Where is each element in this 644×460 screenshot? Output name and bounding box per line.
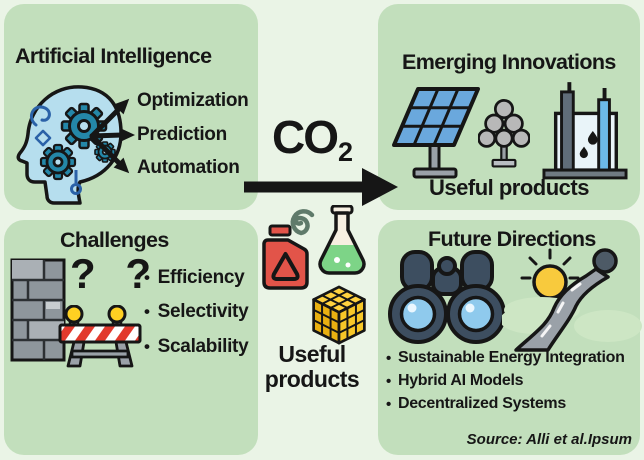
- challenge-item-scalability: • Scalability: [144, 336, 249, 357]
- co2-flow-arrow: [244, 168, 398, 206]
- bullet: •: [386, 372, 391, 390]
- road-knob: [592, 248, 618, 274]
- brain-diamond: [34, 129, 52, 147]
- ai-title: Artificial Intelligence: [15, 44, 212, 68]
- sun: [532, 264, 568, 300]
- fuel-triangle: [271, 252, 300, 281]
- winding-road-sun-icon: [502, 248, 642, 352]
- bullet: •: [386, 349, 391, 367]
- brain-squiggle: [30, 105, 51, 127]
- future-item-sustainable-energy: • Sustainable Energy Integration: [386, 349, 625, 367]
- challenges-title: Challenges: [60, 228, 169, 252]
- challenge-item-selectivity: • Selectivity: [144, 301, 249, 322]
- ai-item-prediction: Prediction: [137, 124, 227, 145]
- co2-subscript: 2: [337, 137, 354, 168]
- bullet: •: [144, 302, 150, 321]
- nanoparticle-tree-icon: [478, 98, 530, 168]
- binoculars-icon: [388, 250, 506, 344]
- center-useful-products-label: Useful products: [264, 341, 360, 392]
- road-dashes: [540, 282, 582, 338]
- challenge-item-efficiency: • Efficiency: [144, 267, 245, 288]
- question-marks: ? ?: [70, 250, 160, 297]
- electrolysis-cell-icon: [542, 82, 628, 180]
- gear-small: [39, 143, 77, 181]
- brain-head-icon: [16, 85, 123, 205]
- bullet: •: [144, 268, 150, 287]
- barrier-legs: [66, 340, 134, 368]
- fuel-can-icon: [262, 224, 309, 290]
- innovations-title: Emerging Innovations: [402, 50, 616, 74]
- ai-item-optimization: Optimization: [137, 90, 249, 111]
- flask-icon: [318, 205, 366, 275]
- future-title: Future Directions: [428, 227, 596, 251]
- cube-icon: [312, 285, 366, 345]
- solar-panel-icon: [392, 87, 480, 179]
- future-item-hybrid-ai: • Hybrid AI Models: [386, 372, 524, 390]
- flask-liquid: [320, 245, 364, 273]
- roadblock-barrier-icon: [58, 305, 142, 368]
- ai-item-automation: Automation: [137, 157, 240, 178]
- vapor-swirl-icon: [290, 209, 315, 236]
- co2-label: CO2: [256, 110, 368, 168]
- gear-large: [60, 102, 108, 150]
- node-pin: [70, 170, 82, 195]
- ai-output-arrows: [89, 98, 135, 174]
- bullet: •: [386, 395, 391, 413]
- innovations-caption: Useful products: [429, 175, 589, 200]
- droplets: [579, 131, 598, 159]
- brick-wall-icon: [10, 258, 66, 362]
- bullet: •: [144, 337, 150, 356]
- co2-formula: CO: [271, 111, 339, 163]
- source-attribution: Source: Alli et al.Ipsum: [466, 431, 632, 448]
- future-item-decentralized: • Decentralized Systems: [386, 395, 566, 413]
- sun-rays: [520, 248, 580, 280]
